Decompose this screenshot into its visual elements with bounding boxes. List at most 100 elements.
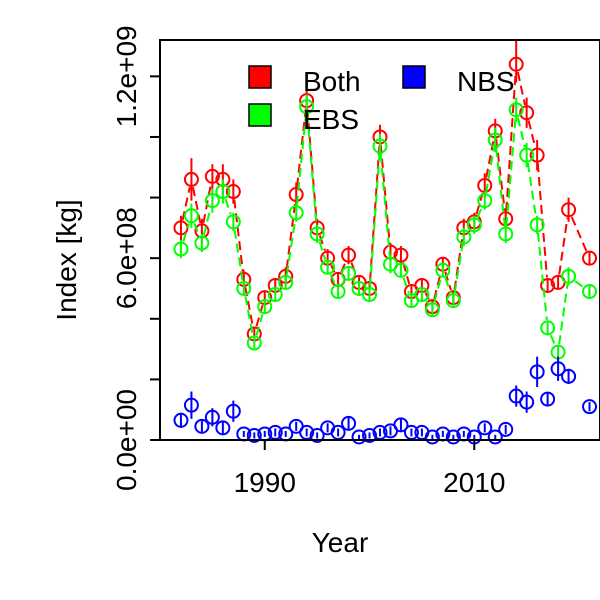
both-point: [225, 184, 241, 200]
ebs-point: [540, 320, 556, 336]
nbs-point: [215, 420, 231, 436]
legend: Both NBS EBS: [248, 65, 515, 135]
both-connector: [527, 120, 537, 148]
nbs-point: [204, 409, 220, 425]
ebs-connector: [425, 300, 429, 304]
series-nbs: [173, 356, 598, 445]
ebs-point: [561, 268, 577, 284]
ebs-point: [529, 217, 545, 233]
ebs-connector: [285, 220, 296, 275]
ebs-point: [194, 235, 210, 251]
ebs-connector: [505, 117, 517, 227]
ebs-point: [204, 193, 220, 209]
ebs-point: [225, 214, 241, 230]
ebs-connector: [485, 147, 495, 193]
ebs-point: [288, 205, 304, 221]
ebs-connector: [306, 114, 318, 227]
nbs-point: [393, 417, 409, 433]
both-connector: [453, 235, 464, 290]
both-point: [204, 168, 220, 184]
nbs-point: [341, 415, 357, 431]
both-point: [183, 171, 199, 187]
both-connector: [192, 187, 202, 224]
both-connector: [285, 202, 297, 269]
ebs-connector: [536, 232, 548, 321]
both-point: [341, 247, 357, 263]
ebs-connector: [295, 114, 307, 205]
both-point: [529, 147, 545, 163]
legend-label-nbs: NBS: [457, 66, 515, 97]
ebs-point: [183, 208, 199, 224]
ebs-point: [477, 193, 493, 209]
y-tick-label: 1.2e+09: [111, 25, 142, 127]
nbs-point: [424, 429, 440, 445]
legend-label-both: Both: [303, 66, 361, 97]
ebs-point: [445, 293, 461, 309]
y-tick-label: 6.0e+08: [111, 207, 142, 309]
ebs-connector: [255, 314, 264, 336]
axis-layer: 1990 2010 0.0e+00 6.0e+08 1.2e+09: [111, 25, 600, 498]
both-connector: [516, 71, 526, 106]
both-connector: [181, 187, 191, 221]
ebs-point: [246, 335, 262, 351]
y-tick-label: 0.0e+00: [111, 389, 142, 491]
x-axis-title: Year: [312, 527, 369, 558]
nbs-point: [362, 427, 378, 443]
ebs-connector: [574, 280, 584, 288]
nbs-point: [267, 424, 283, 440]
nbs-point: [582, 399, 598, 415]
nbs-point: [246, 427, 262, 443]
ebs-connector: [233, 229, 244, 281]
ebs-point: [456, 229, 472, 245]
ebs-point: [498, 226, 514, 242]
both-connector: [495, 138, 506, 211]
legend-swatch-ebs: [248, 103, 272, 127]
both-connector: [255, 304, 264, 327]
ebs-connector: [476, 207, 483, 218]
y-axis-title: Index [kg]: [51, 199, 82, 320]
both-connector: [475, 192, 484, 215]
x-tick-label: 1990: [234, 467, 296, 498]
ebs-point: [487, 132, 503, 148]
ebs-point: [393, 262, 409, 278]
ebs-point: [435, 262, 451, 278]
ebs-connector: [558, 284, 569, 345]
ebs-point: [215, 184, 231, 200]
nbs-point: [487, 429, 503, 445]
nbs-point: [403, 424, 419, 440]
ebs-point: [582, 284, 598, 300]
ebs-connector: [244, 296, 254, 336]
both-connector: [505, 72, 517, 211]
series-ebs: [173, 94, 598, 360]
nbs-point: [330, 424, 346, 440]
series-layer: [173, 40, 598, 445]
nbs-point: [550, 361, 566, 377]
ebs-point: [299, 99, 315, 115]
ebs-connector: [402, 277, 410, 294]
ebs-connector: [202, 208, 212, 236]
ebs-point: [466, 217, 482, 233]
both-connector: [233, 199, 244, 272]
nbs-point: [309, 427, 325, 443]
nbs-point: [540, 391, 556, 407]
ebs-connector: [517, 117, 526, 148]
ebs-point: [519, 147, 535, 163]
ebs-point: [341, 265, 357, 281]
both-point: [288, 187, 304, 203]
ebs-point: [320, 259, 336, 275]
ebs-point: [414, 287, 430, 303]
nbs-point: [225, 403, 241, 419]
series-both: [173, 40, 598, 342]
both-connector: [318, 235, 326, 251]
ebs-point: [330, 284, 346, 300]
both-point: [540, 277, 556, 293]
nbs-point: [498, 421, 514, 437]
ebs-connector: [182, 223, 190, 242]
ebs-connector: [379, 153, 391, 257]
x-tick-label: 2010: [443, 467, 505, 498]
both-connector: [306, 108, 318, 220]
legend-label-ebs: EBS: [303, 104, 359, 135]
nbs-point: [561, 368, 577, 384]
both-connector: [570, 216, 588, 252]
